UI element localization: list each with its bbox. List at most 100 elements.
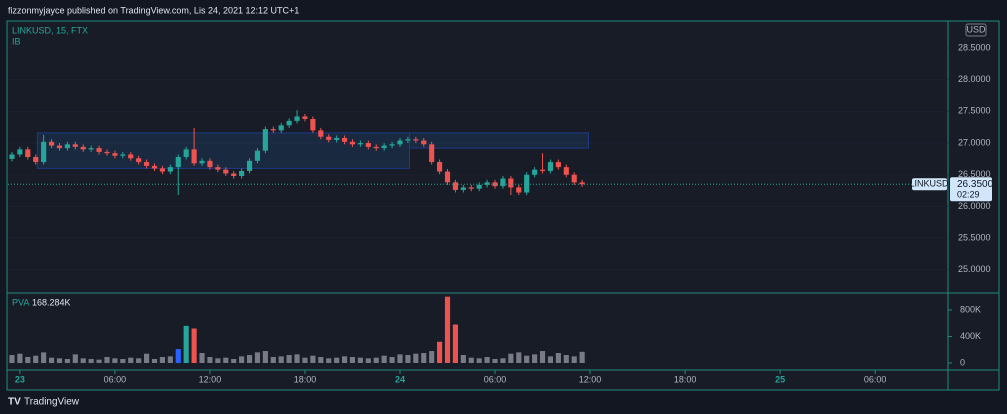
volume-bar	[136, 358, 142, 363]
volume-bar	[88, 359, 94, 363]
volume-bar	[389, 357, 395, 363]
volume-bar	[151, 359, 158, 363]
volume-bar	[310, 355, 316, 363]
candle-body	[223, 169, 229, 174]
price-tag	[950, 177, 992, 202]
chart-frame	[6, 20, 1000, 391]
volume-bar	[9, 355, 15, 363]
candle-body	[80, 146, 86, 150]
volume-bar	[524, 355, 530, 363]
candle-body	[334, 137, 340, 140]
volume-bar	[516, 352, 522, 363]
candle-body	[254, 150, 261, 161]
volume-bar	[231, 359, 237, 363]
volume-bar	[104, 357, 110, 363]
candle-body	[492, 182, 498, 187]
volume-bar	[223, 357, 229, 363]
volume-bar	[278, 356, 284, 363]
volume-bar	[476, 358, 482, 363]
candle-body	[437, 162, 443, 172]
x-tick-label: 24	[395, 374, 405, 384]
x-tick-label: 12:00	[579, 374, 602, 384]
price-tag-label: 26.3500	[957, 179, 994, 190]
volume-bar	[25, 357, 31, 363]
candle-body	[468, 187, 474, 189]
volume-bar	[484, 357, 490, 363]
volume-bar	[207, 357, 213, 363]
candle-body	[199, 160, 205, 164]
candle-body	[365, 143, 371, 147]
volume-bar	[120, 359, 126, 363]
currency: USD	[966, 24, 986, 34]
volume-bar	[48, 357, 55, 363]
candle-body	[41, 141, 47, 163]
y-tick-label: 26.5000	[958, 169, 991, 179]
x-tick-label: 06:00	[484, 374, 507, 384]
volume-tick-label: 0	[960, 357, 965, 367]
volume-bar	[167, 356, 173, 363]
candle-body	[389, 144, 395, 146]
candle-body	[167, 167, 173, 172]
volume-bar	[144, 353, 150, 363]
volume-bar	[413, 353, 419, 363]
x-tick-label: 18:00	[674, 374, 697, 384]
volume-bar	[254, 352, 261, 363]
candle-body	[286, 120, 292, 126]
volume-bar	[112, 358, 118, 363]
candle-body	[175, 157, 181, 168]
brand-logo: TV	[8, 397, 21, 408]
candle-body	[136, 158, 142, 163]
candle-body	[508, 178, 514, 188]
volume-bar	[341, 356, 348, 363]
candle-body	[302, 116, 308, 119]
volume-tick-label: 800K	[960, 304, 981, 314]
candle-body	[516, 187, 522, 193]
volume-bar	[41, 352, 47, 363]
volume-bar	[262, 351, 268, 363]
candle-body	[207, 160, 213, 168]
candle-body	[476, 184, 482, 189]
volume-bar	[72, 354, 78, 363]
volume-bar	[128, 357, 134, 363]
candle-body	[452, 182, 459, 190]
symbol-title: LINKUSD, 15, FTX	[12, 25, 88, 35]
y-tick-label: 26.0000	[958, 201, 991, 211]
candle-body	[9, 154, 15, 159]
candle-body	[547, 162, 554, 171]
candle-body	[128, 154, 134, 159]
ib-box	[36, 132, 410, 169]
y-tick-label: 25.0000	[958, 264, 991, 274]
y-tick-label: 27.0000	[958, 137, 991, 147]
volume-bar	[460, 355, 466, 363]
volume-bar	[547, 356, 554, 363]
volume-bar	[357, 357, 363, 363]
volume-bar	[199, 353, 205, 363]
x-tick-label: 06:00	[104, 374, 127, 384]
candle-body	[524, 174, 530, 193]
volume-bar	[326, 358, 332, 363]
x-tick-label: 12:00	[199, 374, 222, 384]
candle-body	[310, 118, 316, 131]
volume-title: PVA	[12, 297, 29, 307]
candle-body	[112, 153, 118, 156]
candle-body	[357, 143, 363, 145]
ib-box	[408, 132, 589, 149]
candle-body	[373, 146, 379, 149]
indicator-label: IB	[12, 36, 21, 46]
volume-bar	[452, 324, 459, 363]
candle-body	[413, 139, 419, 141]
volume-bar	[539, 351, 546, 363]
candle-body	[571, 174, 577, 183]
candle-body	[278, 125, 284, 131]
volume-bar	[563, 355, 569, 363]
volume-bar	[555, 353, 561, 363]
candle-body	[64, 144, 70, 149]
volume-bar	[492, 359, 498, 363]
candle-body	[88, 148, 94, 150]
volume-bar	[444, 296, 451, 363]
candle-body	[555, 162, 561, 168]
candle-body	[262, 129, 268, 151]
candle-body	[25, 149, 31, 157]
candle-body	[500, 178, 506, 187]
